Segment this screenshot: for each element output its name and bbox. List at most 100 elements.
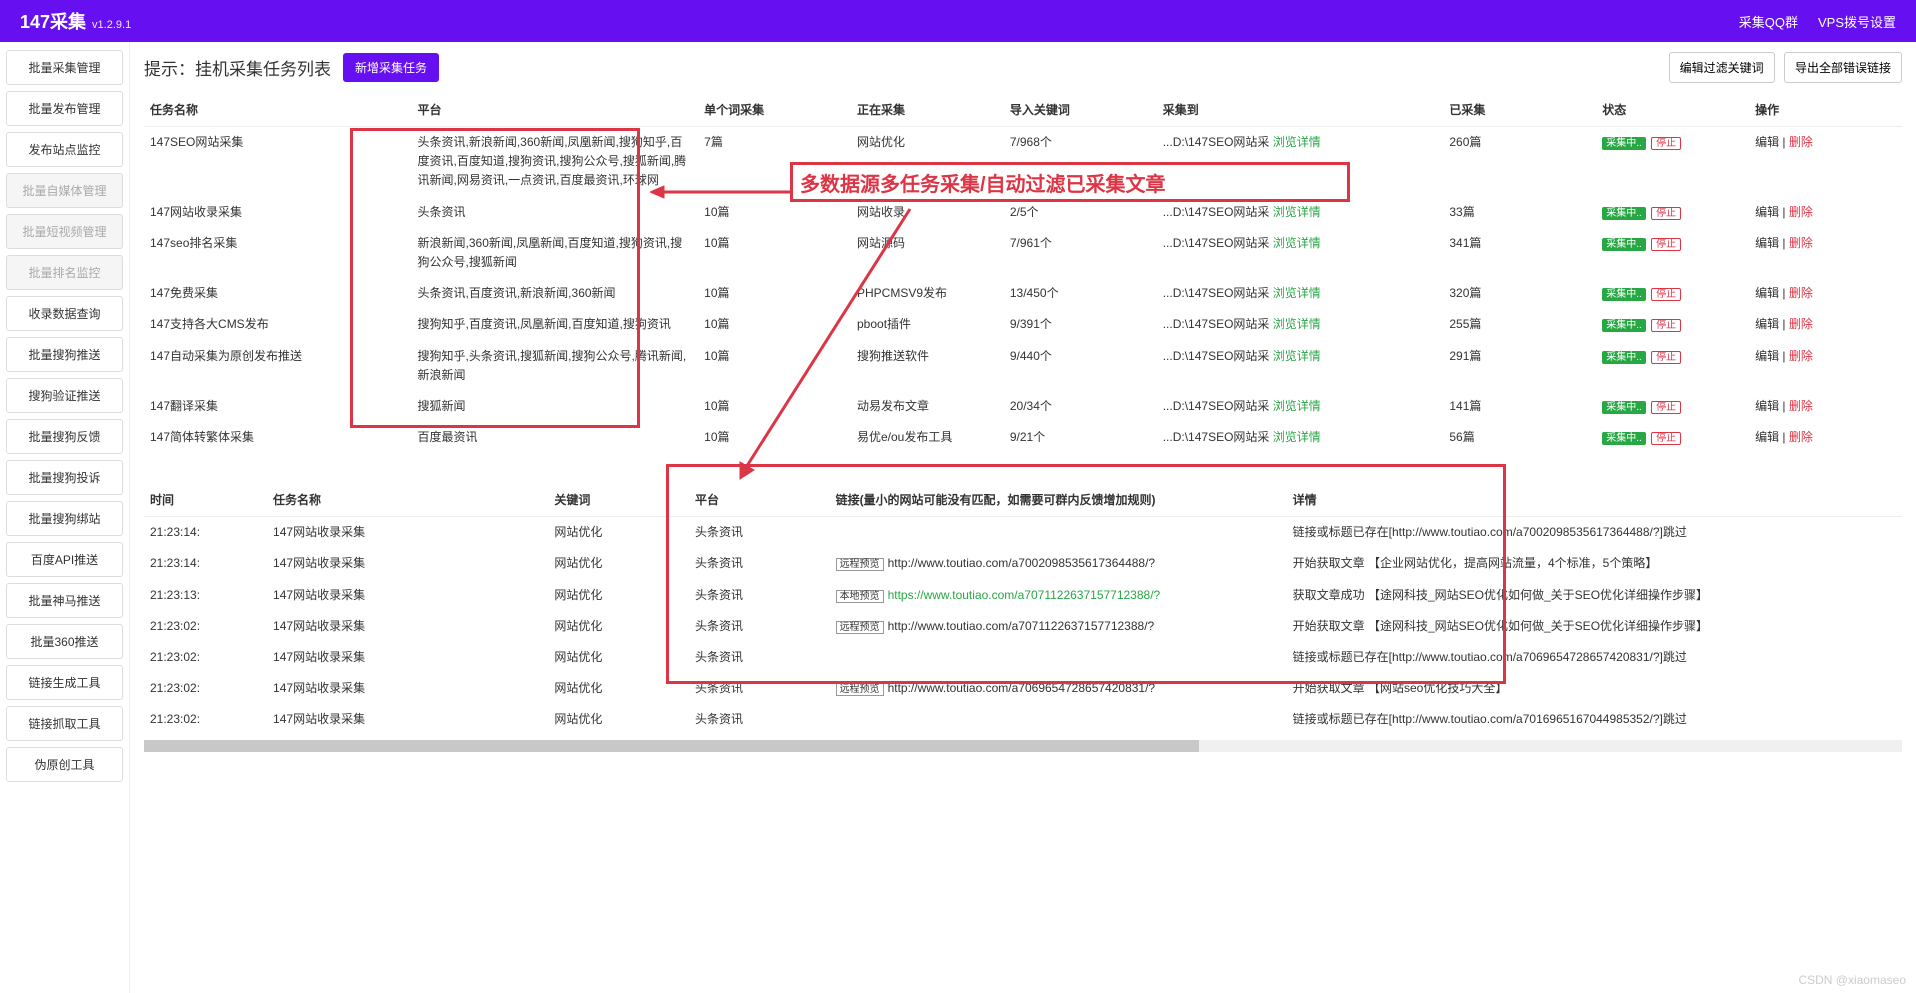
th-op: 操作 — [1749, 93, 1902, 127]
edit-link[interactable]: 编辑 — [1755, 317, 1779, 331]
browse-detail-link[interactable]: 浏览详情 — [1273, 430, 1321, 444]
stop-button[interactable]: 停止 — [1651, 137, 1681, 150]
browse-detail-link[interactable]: 浏览详情 — [1273, 399, 1321, 413]
edit-link[interactable]: 编辑 — [1755, 430, 1779, 444]
watermark: CSDN @xiaomaseo — [1798, 973, 1906, 987]
remote-tag: 远程预览 — [836, 621, 884, 634]
log-url[interactable]: http://www.toutiao.com/a7071122637157712… — [888, 619, 1155, 633]
app-header: 147采集 v1.2.9.1 采集QQ群 VPS拨号设置 — [0, 0, 1916, 42]
sidebar-item-2[interactable]: 发布站点监控 — [6, 132, 123, 167]
cell-name: 147自动采集为原创发布推送 — [144, 341, 412, 391]
cell-collected: 56篇 — [1443, 422, 1596, 453]
cell-keywords: 9/21个 — [1004, 422, 1157, 453]
stop-button[interactable]: 停止 — [1651, 401, 1681, 414]
cell-dest: ...D:\147SEO网站采 浏览详情 — [1157, 391, 1444, 422]
delete-link[interactable]: 删除 — [1789, 236, 1813, 250]
cell-link — [830, 704, 1287, 735]
log-url[interactable]: https://www.toutiao.com/a707112263715771… — [888, 588, 1161, 602]
qq-group-link[interactable]: 采集QQ群 — [1739, 12, 1798, 31]
sidebar-item-4: 批量短视频管理 — [6, 214, 123, 249]
remote-tag: 远程预览 — [836, 683, 884, 696]
add-task-button[interactable]: 新增采集任务 — [343, 53, 439, 82]
stop-button[interactable]: 停止 — [1651, 351, 1681, 364]
sidebar-item-12[interactable]: 百度API推送 — [6, 542, 123, 577]
stop-button[interactable]: 停止 — [1651, 207, 1681, 220]
sidebar-item-14[interactable]: 批量360推送 — [6, 624, 123, 659]
lth-detail: 详情 — [1287, 483, 1902, 517]
delete-link[interactable]: 删除 — [1789, 135, 1813, 149]
vps-settings-link[interactable]: VPS拨号设置 — [1818, 12, 1896, 31]
cell-link: 远程预览 http://www.toutiao.com/a707112263715… — [830, 611, 1287, 642]
horizontal-scrollbar[interactable] — [144, 740, 1902, 752]
stop-button[interactable]: 停止 — [1651, 288, 1681, 301]
cell-collected: 260篇 — [1443, 127, 1596, 197]
sidebar-item-15[interactable]: 链接生成工具 — [6, 665, 123, 700]
cell-detail: 开始获取文章 【企业网站优化，提高网站流量，4个标准，5个策略】 — [1287, 548, 1902, 579]
edit-filter-button[interactable]: 编辑过滤关键词 — [1669, 52, 1775, 83]
browse-detail-link[interactable]: 浏览详情 — [1273, 135, 1321, 149]
cell-time: 21:23:02: — [144, 673, 267, 704]
edit-link[interactable]: 编辑 — [1755, 349, 1779, 363]
task-row: 147支持各大CMS发布 搜狗知乎,百度资讯,凤凰新闻,百度知道,搜狗资讯 10… — [144, 309, 1902, 340]
delete-link[interactable]: 删除 — [1789, 399, 1813, 413]
cell-collecting: 网站源码 — [851, 228, 1004, 278]
edit-link[interactable]: 编辑 — [1755, 236, 1779, 250]
cell-keyword: 网站优化 — [548, 642, 689, 673]
browse-detail-link[interactable]: 浏览详情 — [1273, 317, 1321, 331]
sidebar-item-16[interactable]: 链接抓取工具 — [6, 706, 123, 741]
delete-link[interactable]: 删除 — [1789, 205, 1813, 219]
cell-dest: ...D:\147SEO网站采 浏览详情 — [1157, 422, 1444, 453]
stop-button[interactable]: 停止 — [1651, 319, 1681, 332]
edit-link[interactable]: 编辑 — [1755, 205, 1779, 219]
cell-time: 21:23:02: — [144, 642, 267, 673]
sidebar-item-9[interactable]: 批量搜狗反馈 — [6, 419, 123, 454]
sidebar-item-7[interactable]: 批量搜狗推送 — [6, 337, 123, 372]
browse-detail-link[interactable]: 浏览详情 — [1273, 286, 1321, 300]
sidebar-item-11[interactable]: 批量搜狗绑站 — [6, 501, 123, 536]
sidebar-item-0[interactable]: 批量采集管理 — [6, 50, 123, 85]
stop-button[interactable]: 停止 — [1651, 238, 1681, 251]
sidebar-item-8[interactable]: 搜狗验证推送 — [6, 378, 123, 413]
browse-detail-link[interactable]: 浏览详情 — [1273, 205, 1321, 219]
cell-time: 21:23:14: — [144, 517, 267, 549]
cell-name: 147简体转繁体采集 — [144, 422, 412, 453]
sidebar-item-6[interactable]: 收录数据查询 — [6, 296, 123, 331]
sidebar-item-10[interactable]: 批量搜狗投诉 — [6, 460, 123, 495]
cell-link — [830, 642, 1287, 673]
edit-link[interactable]: 编辑 — [1755, 399, 1779, 413]
task-row: 147网站收录采集 头条资讯 10篇 网站收录 2/5个 ...D:\147SE… — [144, 197, 1902, 228]
status-badge: 采集中.. — [1602, 238, 1646, 251]
cell-dest: ...D:\147SEO网站采 浏览详情 — [1157, 228, 1444, 278]
lth-link: 链接(量小的网站可能没有匹配，如需要可群内反馈增加规则) — [830, 483, 1287, 517]
status-badge: 采集中.. — [1602, 137, 1646, 150]
task-row: 147简体转繁体采集 百度最资讯 10篇 易优e/ou发布工具 9/21个 ..… — [144, 422, 1902, 453]
cell-keywords: 7/961个 — [1004, 228, 1157, 278]
cell-task: 147网站收录采集 — [267, 611, 548, 642]
sidebar-item-13[interactable]: 批量神马推送 — [6, 583, 123, 618]
cell-keyword: 网站优化 — [548, 580, 689, 611]
cell-status: 采集中.. 停止 — [1596, 197, 1749, 228]
log-panel: 时间 任务名称 关键词 平台 链接(量小的网站可能没有匹配，如需要可群内反馈增加… — [144, 483, 1902, 751]
delete-link[interactable]: 删除 — [1789, 430, 1813, 444]
browse-detail-link[interactable]: 浏览详情 — [1273, 236, 1321, 250]
cell-keywords: 9/391个 — [1004, 309, 1157, 340]
export-errors-button[interactable]: 导出全部错误链接 — [1784, 52, 1902, 83]
stop-button[interactable]: 停止 — [1651, 432, 1681, 445]
cell-time: 21:23:13: — [144, 580, 267, 611]
cell-single: 10篇 — [698, 228, 851, 278]
log-url[interactable]: http://www.toutiao.com/a7069654728657420… — [888, 681, 1156, 695]
sidebar-item-17[interactable]: 伪原创工具 — [6, 747, 123, 782]
cell-single: 10篇 — [698, 341, 851, 391]
delete-link[interactable]: 删除 — [1789, 286, 1813, 300]
log-url[interactable]: http://www.toutiao.com/a7002098535617364… — [888, 556, 1156, 570]
delete-link[interactable]: 删除 — [1789, 349, 1813, 363]
status-badge: 采集中.. — [1602, 401, 1646, 414]
edit-link[interactable]: 编辑 — [1755, 135, 1779, 149]
cell-single: 10篇 — [698, 422, 851, 453]
delete-link[interactable]: 删除 — [1789, 317, 1813, 331]
cell-time: 21:23:14: — [144, 548, 267, 579]
edit-link[interactable]: 编辑 — [1755, 286, 1779, 300]
browse-detail-link[interactable]: 浏览详情 — [1273, 349, 1321, 363]
sidebar-item-1[interactable]: 批量发布管理 — [6, 91, 123, 126]
cell-platform: 头条资讯 — [412, 197, 699, 228]
